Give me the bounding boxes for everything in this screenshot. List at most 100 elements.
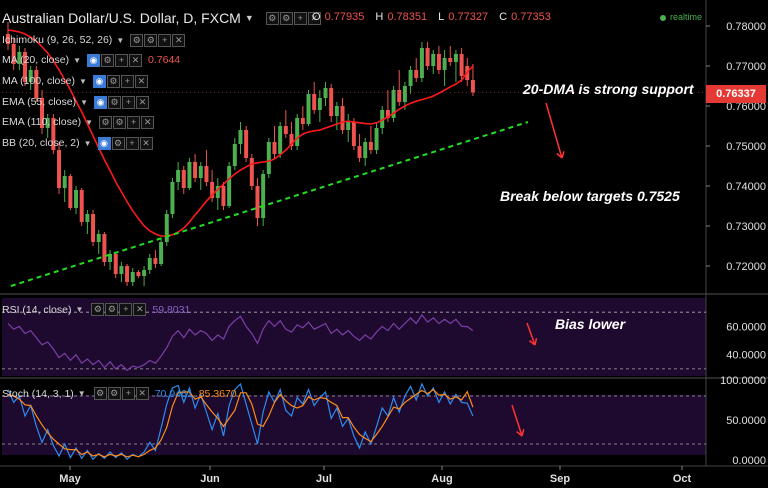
chevron-down-icon[interactable]: ▼ (85, 117, 94, 127)
eye-icon[interactable]: ◉ (94, 95, 108, 109)
indicator-buttons: ⚙ ⚙ + ✕ (130, 33, 186, 47)
plus-icon[interactable]: + (127, 115, 141, 129)
close-icon[interactable]: ✕ (133, 303, 147, 316)
candle-body (312, 94, 317, 110)
indicator-label: BB (20, close, 2) (2, 137, 80, 149)
y-tick-label: 0.74000 (726, 181, 766, 193)
chevron-down-icon[interactable]: ▼ (116, 35, 125, 45)
plus-icon[interactable]: + (121, 387, 135, 400)
candle-body (380, 110, 385, 128)
close-icon[interactable]: ✕ (136, 95, 150, 109)
candle-body (227, 166, 232, 206)
close-icon[interactable]: ✕ (135, 387, 149, 400)
annotation-target: Break below targets 0.7525 (500, 188, 680, 204)
candle-body (249, 158, 254, 186)
settings-icon[interactable]: ⚙ (91, 303, 105, 316)
close-icon[interactable]: ✕ (129, 53, 143, 67)
y-tick-label: 0.73000 (726, 221, 766, 233)
arrow-head-icon (528, 338, 538, 346)
candle-body (261, 174, 266, 218)
candle-body (238, 130, 243, 144)
candle-body (51, 118, 56, 150)
close-icon[interactable]: ✕ (134, 74, 148, 88)
candle-body (102, 234, 107, 262)
indicator-ichimoku[interactable]: Ichimoku (9, 26, 52, 26) ▼ ⚙ ⚙ + ✕ (2, 33, 186, 47)
plus-icon[interactable]: + (125, 136, 139, 150)
chevron-down-icon[interactable]: ▼ (244, 13, 254, 23)
stoch-d-value: 85.3670 (198, 387, 237, 400)
chevron-down-icon[interactable]: ▼ (77, 389, 86, 398)
indicator-ma100[interactable]: MA (100, close) ▼ ◉ ⚙ + ✕ (2, 74, 148, 88)
ohlc-open-value: 0.77935 (324, 11, 365, 23)
indicator-ema55[interactable]: EMA (55, close) ▼ ◉ ⚙ + ✕ (2, 95, 150, 109)
gear-icon[interactable]: ⚙ (108, 95, 122, 109)
candle-body (448, 58, 453, 62)
candle-body (193, 162, 198, 178)
candle-body (453, 54, 458, 62)
candle-body (459, 54, 464, 76)
chevron-down-icon[interactable]: ▼ (73, 55, 82, 65)
chevron-down-icon[interactable]: ▼ (75, 305, 84, 314)
plus-icon[interactable]: + (122, 95, 136, 109)
x-tick-label: Aug (431, 473, 452, 485)
realtime-status: realtime (659, 12, 702, 22)
candle-body (272, 142, 277, 154)
current-price-tag: 0.76337 (706, 85, 766, 103)
ohlc-close-value: 0.77353 (511, 11, 551, 23)
indicator-bb[interactable]: BB (20, close, 2) ▼ ◉ ⚙ + ✕ (2, 136, 153, 150)
candle-body (300, 118, 305, 124)
rsi-legend[interactable]: RSI (14, close) ▼ ⚙ ⚙ + ✕ 59.8031 (2, 303, 190, 316)
candle-body (266, 142, 271, 174)
eye-icon[interactable]: ◉ (87, 53, 101, 67)
settings-icon[interactable]: ⚙ (265, 11, 279, 25)
gear-icon[interactable]: ⚙ (144, 33, 158, 47)
close-icon[interactable]: ✕ (139, 136, 153, 150)
stoch-label: Stoch (14, 3, 1) (2, 387, 74, 400)
plus-icon[interactable]: + (120, 74, 134, 88)
candle-body (368, 142, 373, 150)
candle-body (187, 162, 192, 188)
gear-icon[interactable]: ⚙ (106, 74, 120, 88)
candle-body (232, 144, 237, 166)
indicator-value: 0.7644 (148, 54, 181, 66)
plus-icon[interactable]: + (119, 303, 133, 316)
settings-icon[interactable]: ⚙ (99, 115, 113, 129)
candle-body (402, 86, 407, 102)
chevron-down-icon[interactable]: ▼ (80, 97, 89, 107)
plus-icon[interactable]: + (293, 11, 307, 25)
candle-body (425, 48, 430, 66)
close-icon[interactable]: ✕ (307, 11, 321, 25)
indicator-ma20[interactable]: MA (20, close) ▼ ◉ ⚙ + ✕ 0.7644 (2, 53, 180, 67)
gear-icon[interactable]: ⚙ (107, 387, 121, 400)
candle-body (340, 106, 345, 130)
header-buttons: ⚙ ⚙ + ✕ (265, 11, 321, 25)
candle-body (142, 270, 147, 276)
chevron-down-icon[interactable]: ▼ (78, 76, 87, 86)
rsi-tick-label: 60.0000 (726, 321, 766, 333)
symbol-title[interactable]: Australian Dollar/U.S. Dollar, D, FXCM (2, 10, 241, 26)
stoch-pane-background (2, 395, 706, 455)
eye-icon[interactable]: ◉ (97, 136, 111, 150)
gear-icon[interactable]: ⚙ (113, 115, 127, 129)
gear-icon[interactable]: ⚙ (111, 136, 125, 150)
chevron-down-icon[interactable]: ▼ (83, 138, 92, 148)
x-tick-label: Oct (673, 473, 692, 485)
rsi-line (7, 313, 474, 372)
gear-icon[interactable]: ⚙ (101, 53, 115, 67)
close-icon[interactable]: ✕ (172, 33, 186, 47)
stoch-tick-label: 100.0000 (720, 375, 766, 387)
eye-icon[interactable]: ◉ (92, 74, 106, 88)
candle-body (6, 34, 10, 44)
plus-icon[interactable]: + (115, 53, 129, 67)
gear-icon[interactable]: ⚙ (279, 11, 293, 25)
plus-icon[interactable]: + (158, 33, 172, 47)
settings-icon[interactable]: ⚙ (130, 33, 144, 47)
indicator-ema110[interactable]: EMA (110, close) ▼ ⚙ ⚙ + ✕ (2, 115, 155, 129)
candle-body (108, 254, 113, 262)
stoch-legend[interactable]: Stoch (14, 3, 1) ▼ ⚙ ⚙ + ✕ 70.9461 85.3670 (2, 387, 237, 400)
stoch-k-value: 70.9461 (154, 387, 193, 400)
candle-body (130, 272, 135, 282)
close-icon[interactable]: ✕ (141, 115, 155, 129)
settings-icon[interactable]: ⚙ (93, 387, 107, 400)
gear-icon[interactable]: ⚙ (105, 303, 119, 316)
